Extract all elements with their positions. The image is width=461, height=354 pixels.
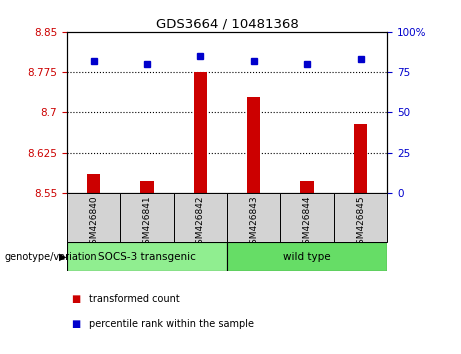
Bar <box>67 193 120 242</box>
Bar <box>334 193 387 242</box>
Bar <box>227 242 387 271</box>
Text: wild type: wild type <box>284 252 331 262</box>
Bar <box>87 174 100 193</box>
Title: GDS3664 / 10481368: GDS3664 / 10481368 <box>156 18 298 31</box>
Text: percentile rank within the sample: percentile rank within the sample <box>89 319 254 329</box>
Text: GSM426841: GSM426841 <box>142 195 152 250</box>
Text: transformed count: transformed count <box>89 294 180 304</box>
Bar <box>280 193 334 242</box>
Text: GSM426845: GSM426845 <box>356 195 365 250</box>
Bar <box>354 124 367 193</box>
Text: SOCS-3 transgenic: SOCS-3 transgenic <box>98 252 196 262</box>
Bar <box>247 97 260 193</box>
Text: GSM426840: GSM426840 <box>89 195 98 250</box>
Text: GSM426842: GSM426842 <box>196 195 205 250</box>
Text: ■: ■ <box>71 319 81 329</box>
Text: GSM426843: GSM426843 <box>249 195 258 250</box>
Bar <box>140 181 154 193</box>
Text: ■: ■ <box>71 294 81 304</box>
Text: ▶: ▶ <box>59 252 66 262</box>
Bar <box>227 193 280 242</box>
Bar <box>194 72 207 193</box>
Bar <box>174 193 227 242</box>
Bar <box>120 193 174 242</box>
Text: GSM426844: GSM426844 <box>302 195 312 250</box>
Bar <box>67 242 227 271</box>
Bar <box>301 181 314 193</box>
Text: genotype/variation: genotype/variation <box>5 252 97 262</box>
